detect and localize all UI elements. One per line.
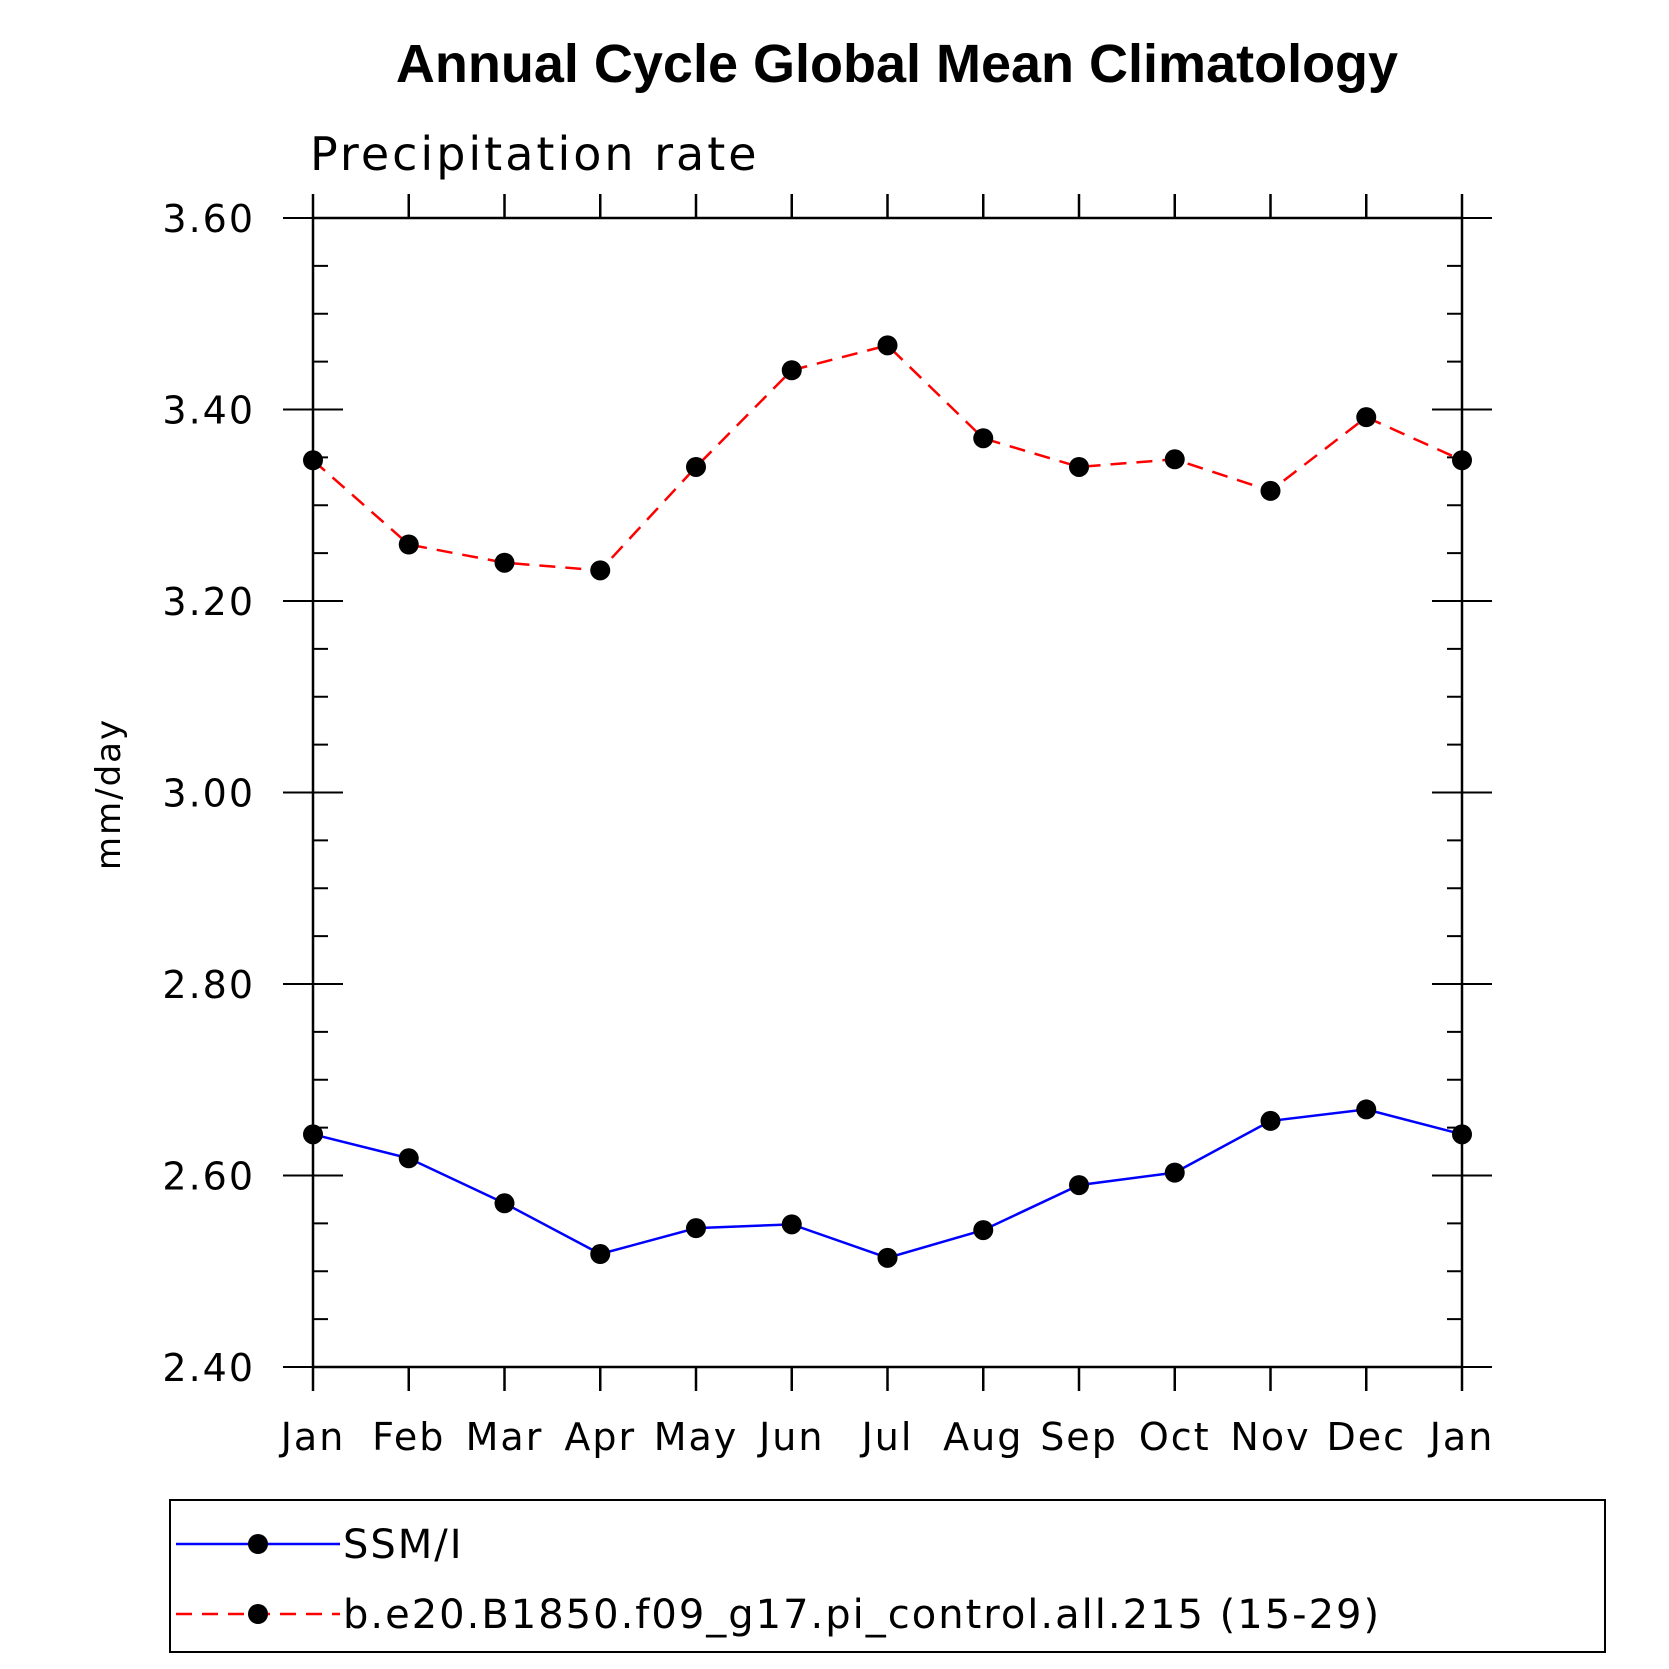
legend-marker-1 (248, 1604, 268, 1624)
y-tick-label: 3.00 (162, 772, 255, 816)
legend-label-1: b.e20.B1850.f09_g17.pi_control.all.215 (… (343, 1592, 1381, 1638)
data-point (1069, 456, 1089, 477)
data-point (590, 1244, 611, 1265)
data-point (1356, 407, 1377, 428)
data-point (398, 534, 419, 555)
data-point (1452, 450, 1472, 471)
data-point (686, 1218, 706, 1239)
data-point (303, 450, 323, 471)
x-tick-label: Feb (372, 1415, 445, 1459)
y-tick-label: 2.80 (162, 963, 255, 1007)
data-point (781, 360, 802, 381)
data-point (1260, 1110, 1281, 1131)
data-point (1356, 1099, 1377, 1120)
x-tick-label: Jul (860, 1415, 914, 1459)
data-point (973, 1220, 994, 1241)
data-point (494, 1193, 515, 1214)
y-tick-labels: 2.40 2.60 2.80 3.00 3.20 3.40 3.60 (162, 197, 255, 1390)
x-tick-label: Aug (943, 1415, 1023, 1459)
data-point (303, 1124, 323, 1145)
data-point (1164, 1162, 1185, 1183)
data-point (1260, 480, 1281, 501)
data-point (973, 428, 994, 449)
x-tick-label: Apr (564, 1415, 636, 1459)
data-point (781, 1214, 802, 1235)
legend-box (169, 1499, 1606, 1653)
series-markers (303, 335, 1472, 1268)
data-point (494, 552, 515, 573)
x-tick-label: Jan (1428, 1415, 1495, 1459)
data-point (1452, 1124, 1472, 1145)
series-line-1 (312, 343, 1463, 572)
y-tick-label: 2.40 (162, 1346, 255, 1390)
y-axis-label: mm/day (89, 718, 129, 870)
y-tick-label: 3.40 (162, 389, 255, 433)
data-point (877, 335, 898, 356)
x-tick-label: Dec (1326, 1415, 1406, 1459)
y-tick-label: 2.60 (162, 1155, 255, 1199)
data-point (398, 1148, 419, 1169)
data-point (877, 1247, 898, 1268)
x-tick-labels: Jan Feb Mar Apr May Jun Jul Aug Sep Oct Nov Dec Jan (279, 1415, 1495, 1459)
legend-marker-0 (248, 1534, 268, 1554)
axis-ticks (283, 194, 1492, 1391)
x-tick-label: May (654, 1415, 739, 1459)
data-point (1164, 449, 1185, 470)
legend-label-0: SSM/I (343, 1522, 464, 1568)
x-tick-label: Jun (757, 1415, 824, 1459)
x-tick-label: Jan (279, 1415, 346, 1459)
x-tick-label: Sep (1040, 1415, 1118, 1459)
series-lines (312, 343, 1463, 1260)
y-tick-label: 3.20 (162, 580, 255, 624)
legend: SSM/I b.e20.B1850.f09_g17.pi_control.all.… (176, 1522, 1381, 1638)
data-point (590, 560, 611, 581)
data-point (1069, 1175, 1089, 1196)
x-tick-label: Oct (1139, 1415, 1211, 1459)
x-tick-label: Mar (466, 1415, 544, 1459)
y-tick-label: 3.60 (162, 197, 255, 241)
chart-subtitle: Precipitation rate (310, 127, 760, 181)
x-tick-label: Nov (1230, 1415, 1310, 1459)
data-point (686, 456, 706, 477)
chart-title: Annual Cycle Global Mean Climatology (396, 34, 1398, 94)
series-line-0 (312, 1108, 1463, 1260)
